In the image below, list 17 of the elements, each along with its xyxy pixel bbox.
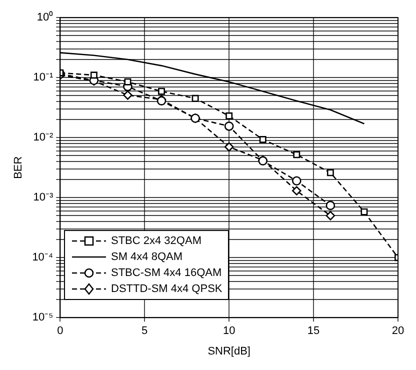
x-tick-label: 10 (222, 325, 236, 338)
y-axis-title: BER (12, 156, 25, 179)
x-tick-label: 20 (392, 325, 404, 338)
x-axis-title: SNR[dB] (208, 345, 250, 358)
y-tick-label: 10⁻² (33, 132, 54, 144)
y-tick-label: 10⁰ (36, 10, 54, 24)
y-tick-label: 10⁻¹ (33, 72, 54, 84)
legend-label: STBC-SM 4x4 16QAM (111, 267, 222, 279)
x-tick-label: 0 (57, 325, 64, 338)
x-tick-label: 5 (142, 325, 148, 338)
legend-label: STBC 2x4 32QAM (111, 235, 202, 247)
y-tick-label: 10⁻⁵ (32, 312, 54, 324)
y-tick-label: 10⁻⁴ (32, 252, 54, 264)
y-tick-label: 10⁻³ (33, 192, 54, 204)
legend-label: DSTTD-SM 4x4 QPSK (111, 283, 222, 295)
x-tick-label: 15 (307, 325, 320, 338)
legend-label: SM 4x4 8QAM (111, 251, 183, 263)
